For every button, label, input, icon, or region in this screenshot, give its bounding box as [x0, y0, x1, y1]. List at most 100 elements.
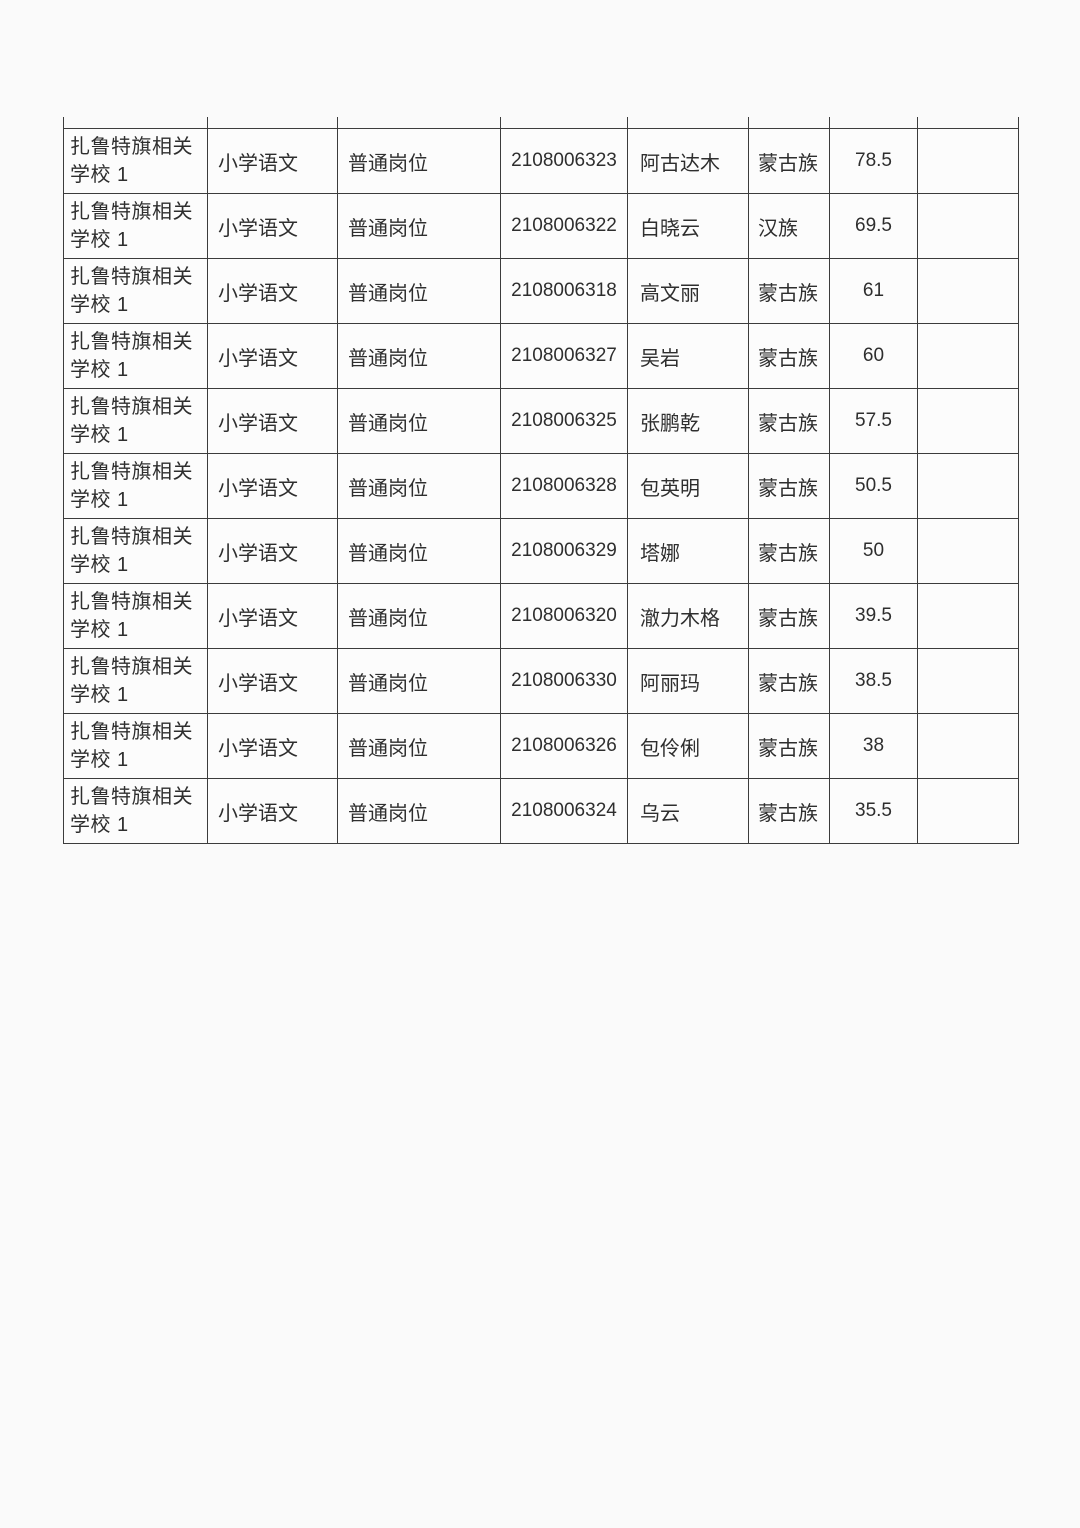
cell-position: 普通岗位	[337, 713, 501, 779]
cell-exam-number: 2108006330	[500, 648, 628, 714]
cell-ethnicity: 蒙古族	[748, 453, 830, 519]
cell-school: 扎鲁特旗相关学校 1	[63, 128, 208, 194]
cell-position: 普通岗位	[337, 778, 501, 844]
cell-exam-number: 2108006323	[500, 128, 628, 194]
cell-exam-number: 2108006325	[500, 388, 628, 454]
cell-subject: 小学语文	[207, 648, 338, 714]
cell-subject: 小学语文	[207, 583, 338, 649]
cell-subject: 小学语文	[207, 453, 338, 519]
table-row: 扎鲁特旗相关学校 1 小学语文 普通岗位 2108006325 张鹏乾 蒙古族 …	[63, 388, 1019, 454]
cell-school: 扎鲁特旗相关学校 1	[63, 713, 208, 779]
cell-score: 69.5	[829, 193, 918, 259]
cell-score: 61	[829, 258, 918, 324]
document-page: 扎鲁特旗相关学校 1 小学语文 普通岗位 2108006323 阿古达木 蒙古族…	[63, 117, 1019, 844]
cell-exam-number: 2108006326	[500, 713, 628, 779]
cell-score: 50.5	[829, 453, 918, 519]
cell-subject: 小学语文	[207, 193, 338, 259]
table-row: 扎鲁特旗相关学校 1 小学语文 普通岗位 2108006322 白晓云 汉族 6…	[63, 193, 1019, 259]
clipped-cell	[500, 117, 628, 129]
cell-remark	[917, 648, 1019, 714]
cell-position: 普通岗位	[337, 518, 501, 584]
cell-ethnicity: 蒙古族	[748, 518, 830, 584]
cell-ethnicity: 汉族	[748, 193, 830, 259]
cell-ethnicity: 蒙古族	[748, 128, 830, 194]
cell-name: 张鹏乾	[627, 388, 749, 454]
cell-subject: 小学语文	[207, 323, 338, 389]
table-row: 扎鲁特旗相关学校 1 小学语文 普通岗位 2108006323 阿古达木 蒙古族…	[63, 128, 1019, 194]
table-row: 扎鲁特旗相关学校 1 小学语文 普通岗位 2108006326 包伶俐 蒙古族 …	[63, 713, 1019, 779]
cell-score: 39.5	[829, 583, 918, 649]
cell-name: 阿丽玛	[627, 648, 749, 714]
cell-school: 扎鲁特旗相关学校 1	[63, 778, 208, 844]
clipped-cell	[748, 117, 830, 129]
cell-name: 塔娜	[627, 518, 749, 584]
cell-position: 普通岗位	[337, 128, 501, 194]
cell-score: 57.5	[829, 388, 918, 454]
cell-school: 扎鲁特旗相关学校 1	[63, 258, 208, 324]
cell-remark	[917, 128, 1019, 194]
cell-position: 普通岗位	[337, 323, 501, 389]
cell-remark	[917, 193, 1019, 259]
cell-subject: 小学语文	[207, 258, 338, 324]
clipped-cell	[63, 117, 208, 129]
cell-subject: 小学语文	[207, 713, 338, 779]
cell-subject: 小学语文	[207, 778, 338, 844]
cell-score: 38.5	[829, 648, 918, 714]
cell-remark	[917, 453, 1019, 519]
cell-remark	[917, 258, 1019, 324]
cell-score: 50	[829, 518, 918, 584]
cell-name: 吴岩	[627, 323, 749, 389]
cell-subject: 小学语文	[207, 388, 338, 454]
cell-subject: 小学语文	[207, 128, 338, 194]
cell-score: 35.5	[829, 778, 918, 844]
cell-remark	[917, 518, 1019, 584]
cell-school: 扎鲁特旗相关学校 1	[63, 583, 208, 649]
cell-remark	[917, 713, 1019, 779]
cell-subject: 小学语文	[207, 518, 338, 584]
cell-ethnicity: 蒙古族	[748, 648, 830, 714]
cell-ethnicity: 蒙古族	[748, 388, 830, 454]
table-row: 扎鲁特旗相关学校 1 小学语文 普通岗位 2108006318 高文丽 蒙古族 …	[63, 258, 1019, 324]
cell-name: 包英明	[627, 453, 749, 519]
table-row: 扎鲁特旗相关学校 1 小学语文 普通岗位 2108006324 乌云 蒙古族 3…	[63, 778, 1019, 844]
cell-school: 扎鲁特旗相关学校 1	[63, 648, 208, 714]
cell-exam-number: 2108006320	[500, 583, 628, 649]
cell-ethnicity: 蒙古族	[748, 778, 830, 844]
cell-name: 高文丽	[627, 258, 749, 324]
cell-name: 包伶俐	[627, 713, 749, 779]
clipped-cell	[829, 117, 918, 129]
cell-remark	[917, 778, 1019, 844]
cell-name: 乌云	[627, 778, 749, 844]
cell-position: 普通岗位	[337, 648, 501, 714]
clipped-cell	[627, 117, 749, 129]
cell-exam-number: 2108006328	[500, 453, 628, 519]
cell-name: 白晓云	[627, 193, 749, 259]
cell-school: 扎鲁特旗相关学校 1	[63, 323, 208, 389]
cell-score: 38	[829, 713, 918, 779]
cell-position: 普通岗位	[337, 258, 501, 324]
cell-ethnicity: 蒙古族	[748, 583, 830, 649]
cell-exam-number: 2108006322	[500, 193, 628, 259]
table-row: 扎鲁特旗相关学校 1 小学语文 普通岗位 2108006329 塔娜 蒙古族 5…	[63, 518, 1019, 584]
clipped-cell	[917, 117, 1019, 129]
cell-school: 扎鲁特旗相关学校 1	[63, 518, 208, 584]
table-row: 扎鲁特旗相关学校 1 小学语文 普通岗位 2108006327 吴岩 蒙古族 6…	[63, 323, 1019, 389]
table-row: 扎鲁特旗相关学校 1 小学语文 普通岗位 2108006328 包英明 蒙古族 …	[63, 453, 1019, 519]
table-row: 扎鲁特旗相关学校 1 小学语文 普通岗位 2108006330 阿丽玛 蒙古族 …	[63, 648, 1019, 714]
cell-school: 扎鲁特旗相关学校 1	[63, 388, 208, 454]
cell-ethnicity: 蒙古族	[748, 258, 830, 324]
cell-exam-number: 2108006318	[500, 258, 628, 324]
cell-exam-number: 2108006329	[500, 518, 628, 584]
cell-remark	[917, 388, 1019, 454]
cell-ethnicity: 蒙古族	[748, 713, 830, 779]
cell-position: 普通岗位	[337, 193, 501, 259]
cell-score: 78.5	[829, 128, 918, 194]
cell-remark	[917, 323, 1019, 389]
table-row: 扎鲁特旗相关学校 1 小学语文 普通岗位 2108006320 澈力木格 蒙古族…	[63, 583, 1019, 649]
cell-exam-number: 2108006324	[500, 778, 628, 844]
cell-position: 普通岗位	[337, 583, 501, 649]
cell-remark	[917, 583, 1019, 649]
cell-score: 60	[829, 323, 918, 389]
score-table: 扎鲁特旗相关学校 1 小学语文 普通岗位 2108006323 阿古达木 蒙古族…	[63, 117, 1019, 844]
cell-school: 扎鲁特旗相关学校 1	[63, 453, 208, 519]
